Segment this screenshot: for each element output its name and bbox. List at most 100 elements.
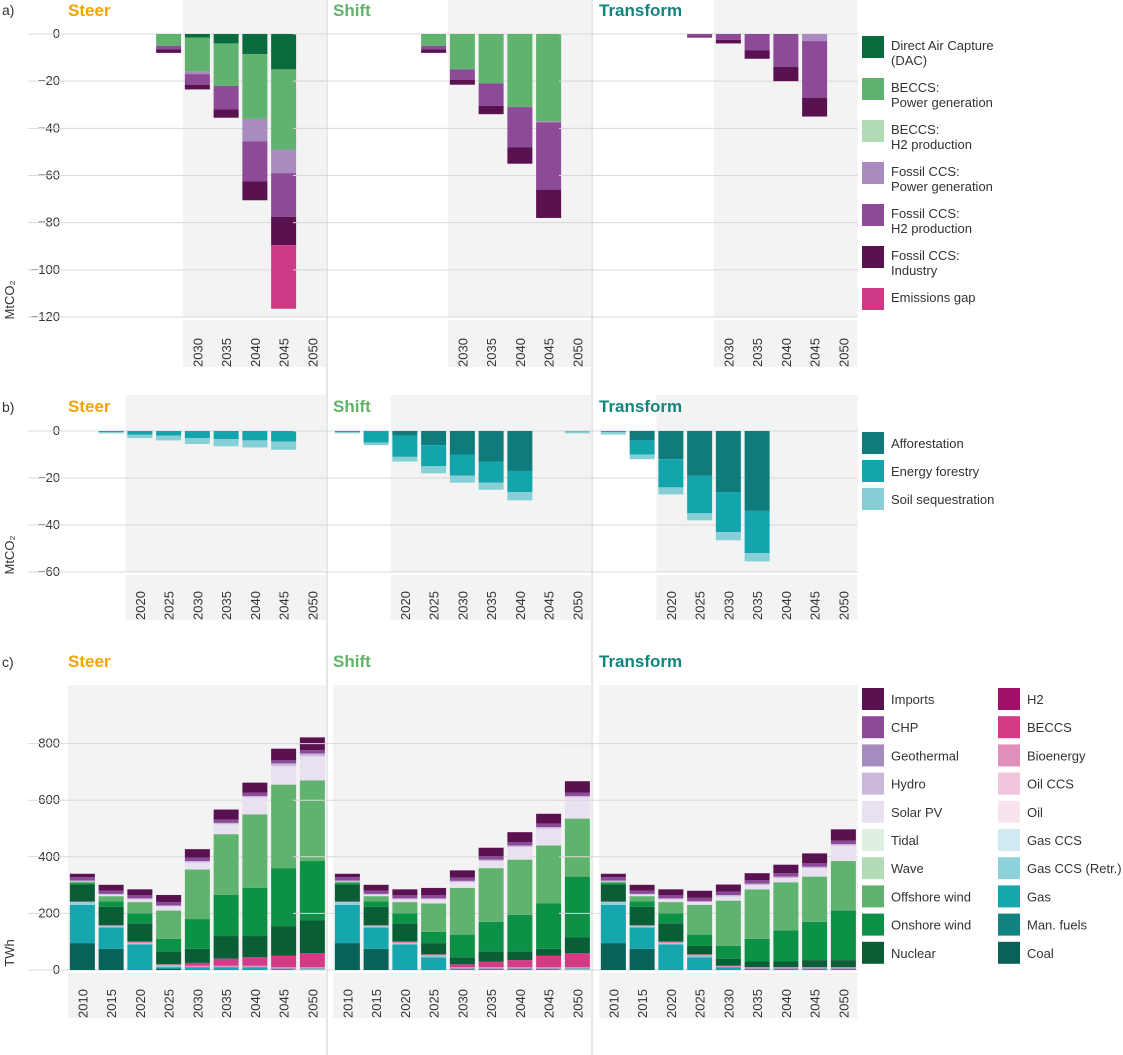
bar-segment-gas — [127, 944, 153, 970]
bar-segment-imports — [507, 832, 533, 843]
bar-segment-chp — [449, 877, 475, 881]
bar-segment-nuclear — [299, 920, 325, 954]
bar-segment-chp — [363, 890, 389, 894]
bar-segment-energy-forestry — [392, 435, 418, 457]
bar-segment-imports — [449, 870, 475, 878]
bar-segment-soil-sequestration — [658, 487, 684, 495]
legend-swatch — [998, 885, 1020, 908]
y-axis-label: TWh — [2, 939, 17, 966]
x-tick-label: 2035 — [750, 989, 765, 1018]
legend-swatch — [862, 913, 884, 936]
tick-band — [448, 320, 592, 367]
bar-segment-soil-sequestration — [687, 513, 713, 521]
bar-segment-bioenergy — [478, 967, 504, 969]
scenario-transform: Transform 2030 2035 2040 2045 2050 — [559, 0, 858, 367]
bar-segment-chp — [156, 902, 182, 906]
bar-segment-soil-sequestration — [363, 442, 389, 446]
bar-segment-fossil-ccs-h2-production — [773, 34, 799, 68]
bar-segment-beccs — [299, 953, 325, 968]
bar-segment-chp — [184, 857, 210, 862]
bar-segment-solar-pv — [449, 882, 475, 888]
bar-segment-soil-sequestration — [156, 435, 182, 441]
legend-label: H2 production — [891, 137, 972, 152]
bar-segment-soil-sequestration — [392, 456, 418, 462]
bar-segment-imports — [69, 873, 95, 878]
bar-segment-gas — [507, 968, 533, 970]
bar-segment-soil-sequestration — [271, 441, 297, 450]
x-tick-label: 2050 — [570, 989, 585, 1018]
bar-segment-onshore-wind — [564, 876, 590, 938]
bar-segment-fossil-ccs-industry — [242, 181, 268, 201]
legend-swatch — [862, 857, 884, 880]
bar-segment-hydro — [98, 893, 124, 895]
bar-segment-bioenergy — [271, 967, 297, 969]
x-tick-label: 2030 — [721, 989, 736, 1018]
bar-segment-onshore-wind — [830, 910, 856, 961]
bar-segment-imports — [392, 889, 418, 896]
bar-segment-fossil-ccs-industry — [156, 49, 182, 53]
bar-segment-onshore-wind — [363, 901, 389, 907]
tick-band — [125, 575, 327, 620]
bar-segment-bioenergy — [600, 901, 626, 903]
scenario-transform: Transform 2020 2025 2030 2035 2040 2045 2050 — [559, 395, 858, 620]
tick-band — [390, 575, 592, 620]
bar-segment-gas — [744, 968, 770, 970]
bar-segment-fossil-ccs-industry — [271, 216, 297, 246]
bar-segment-nuclear — [213, 936, 239, 959]
legend-swatch — [998, 716, 1020, 739]
bar-segment-offshore-wind — [744, 889, 770, 939]
bar-segment-hydro — [363, 893, 389, 895]
bar-segment-chp — [629, 890, 655, 894]
legend-swatch — [862, 288, 884, 310]
x-tick-label: 2045 — [542, 989, 557, 1018]
bar-segment-fossil-ccs-h2-production — [421, 45, 447, 50]
bar-segment-nuclear — [536, 948, 562, 956]
x-tick-label: 2030 — [190, 591, 205, 620]
bar-segment-nuclear — [271, 926, 297, 956]
x-tick-label: 2015 — [369, 989, 384, 1018]
bar-segment-fossil-ccs-h2-production — [536, 122, 562, 190]
legend-label: Power generation — [891, 95, 993, 110]
bar-segment-direct-air-capture-dac — [213, 34, 239, 44]
x-tick-label: 2045 — [277, 338, 292, 367]
bar-segment-gas-ccs-retr — [392, 943, 418, 945]
bar-segment-onshore-wind — [213, 895, 239, 937]
bar-segment-hydro — [773, 876, 799, 879]
bar-segment-imports — [98, 884, 124, 891]
bar-segment-afforestation — [629, 431, 655, 441]
bar-segment-nuclear — [802, 960, 828, 968]
bar-segment-hydro — [687, 901, 713, 903]
bar-segment-offshore-wind — [271, 784, 297, 869]
legend-swatch — [862, 120, 884, 142]
scenario-title: Shift — [333, 397, 371, 416]
bar-segment-bioenergy — [536, 967, 562, 969]
bar-segment-direct-air-capture-dac — [242, 34, 268, 55]
bar-segment-gas-ccs-retr — [600, 902, 626, 905]
legend-swatch — [862, 460, 884, 482]
scenario-title: Steer — [68, 1, 111, 20]
bar-segment-fossil-ccs-h2-production — [156, 45, 182, 50]
x-tick-label: 2045 — [808, 338, 823, 367]
scenario-shift: Shift 2020 2025 2030 2035 2040 2045 2050 — [293, 395, 592, 620]
x-tick-label: 2050 — [836, 338, 851, 367]
bar-segment-imports — [830, 829, 856, 841]
legend-label: Onshore wind — [891, 918, 971, 933]
bar-segment-onshore-wind — [536, 903, 562, 949]
bar-segment-soil-sequestration — [744, 553, 770, 562]
legend-swatch — [998, 688, 1020, 710]
bar-segment-chp — [564, 792, 590, 796]
panel-label: c) — [2, 654, 14, 670]
bar-segment-direct-air-capture-dac — [271, 34, 297, 70]
bar-segment-solar-pv — [564, 797, 590, 819]
bar-segment-nuclear — [184, 948, 210, 963]
bar-segment-hydro — [242, 795, 268, 798]
bar-segment-solar-pv — [299, 756, 325, 781]
bar-segment-bioenergy — [687, 954, 713, 956]
tick-band — [333, 973, 592, 1018]
bar-segment-offshore-wind — [658, 902, 684, 914]
bar-segment-fossil-ccs-h2-production — [242, 141, 268, 182]
bar-segment-energy-forestry — [744, 510, 770, 554]
bar-segment-chp — [392, 895, 418, 899]
bar-segment-imports — [421, 887, 447, 896]
bar-segment-hydro — [213, 822, 239, 825]
